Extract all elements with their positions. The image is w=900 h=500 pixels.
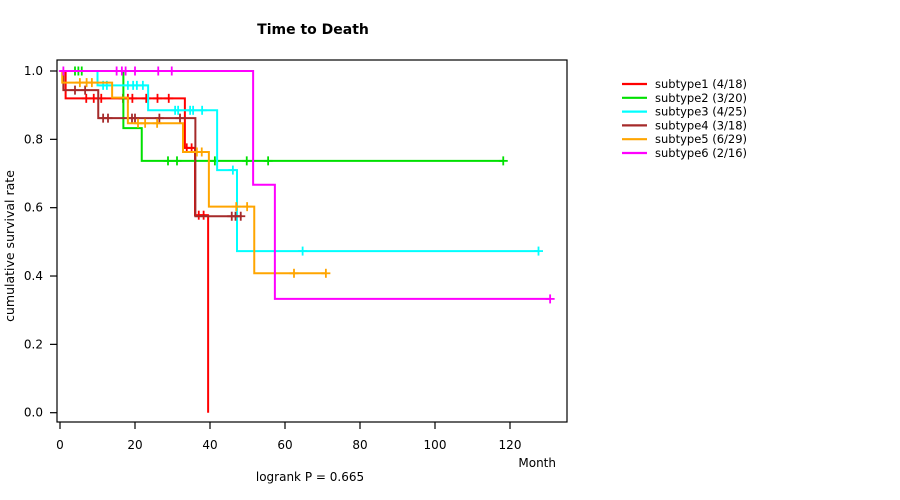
x-tick-label: 80 [352,438,367,452]
survival-curve-subtype1 [60,70,210,413]
x-tick-label: 120 [499,438,522,452]
survival-curve-subtype4 [60,70,242,218]
survival-curve-subtype5 [60,70,326,275]
survival-curve-subtype6 [60,70,551,300]
legend-label-subtype2: subtype2 (3/20) [655,91,747,105]
survival-curves [58,66,555,413]
y-tick-label: 0.6 [24,201,43,215]
y-tick-label: 0.0 [24,406,43,420]
x-axis-label: Month [518,456,556,470]
axes: 0 20 40 60 80 100 120 0.0 0.2 0.4 0.6 0.8 1.0 [24,59,568,452]
censor-marks-subtype6 [58,66,555,304]
censor-marks-subtype4 [70,85,246,221]
legend-label-subtype6: subtype6 (2/16) [655,146,747,160]
footnote-logrank: logrank P = 0.665 [256,470,364,484]
x-tick-label: 60 [277,438,292,452]
x-tick-label: 20 [127,438,142,452]
legend: subtype1 (4/18)subtype2 (3/20)subtype3 (… [622,77,747,160]
x-tick-label: 0 [56,438,64,452]
y-axis-label: cumulative survival rate [2,170,17,322]
censor-marks-subtype5 [75,78,331,278]
legend-label-subtype1: subtype1 (4/18) [655,77,747,91]
y-tick-label: 0.8 [24,132,43,146]
legend-label-subtype5: subtype5 (6/29) [655,132,747,146]
chart-title: Time to Death [257,22,369,38]
plot-border [56,59,568,423]
censor-marks-subtype3 [98,80,543,256]
censor-marks-subtype1 [81,93,209,220]
x-tick-label: 100 [424,438,447,452]
legend-label-subtype4: subtype4 (3/18) [655,118,747,132]
legend-label-subtype3: subtype3 (4/25) [655,105,747,119]
y-tick-label: 0.2 [24,337,43,351]
y-tick-label: 1.0 [24,64,43,78]
x-tick-label: 40 [202,438,217,452]
y-tick-label: 0.4 [24,269,43,283]
